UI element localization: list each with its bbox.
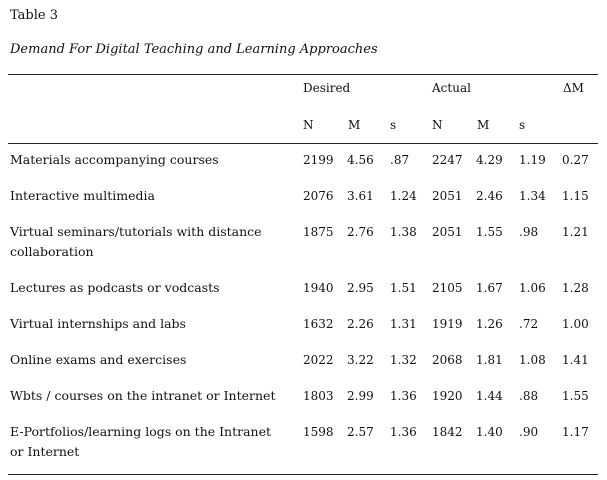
cell-actual-n: 2247 [432, 153, 463, 167]
cell-actual-m: 1.55 [476, 225, 503, 239]
bottom-rule [8, 474, 598, 475]
cell-actual-m: 1.81 [476, 353, 503, 367]
cell-actual-n: 1920 [432, 389, 463, 403]
cell-actual-s: .88 [519, 389, 539, 403]
cell-actual-s: 1.08 [519, 353, 546, 367]
cell-desired-m: 2.26 [347, 317, 374, 331]
header-actual: Actual [432, 81, 471, 95]
cell-desired-s: 1.36 [390, 389, 417, 403]
cell-desired-m: 2.57 [347, 425, 374, 439]
cell-actual-s: .90 [519, 425, 539, 439]
cell-actual-n: 1919 [432, 317, 463, 331]
subheader-desired-s: s [390, 118, 397, 132]
top-rule [8, 74, 598, 75]
header-desired: Desired [303, 81, 351, 95]
cell-actual-n: 2051 [432, 189, 463, 203]
row-label: Wbts / courses on the intranet or Intern… [10, 388, 276, 403]
cell-delta-m: 1.17 [562, 425, 589, 439]
cell-desired-m: 2.99 [347, 389, 374, 403]
cell-desired-n: 2199 [303, 153, 334, 167]
cell-desired-m: 3.61 [347, 189, 374, 203]
row-label: Lectures as podcasts or vodcasts [10, 280, 220, 295]
row-label: Virtual internships and labs [10, 316, 186, 331]
cell-desired-m: 3.22 [347, 353, 374, 367]
subheader-actual-m: M [477, 118, 490, 132]
cell-desired-s: 1.38 [390, 225, 417, 239]
cell-desired-n: 2076 [303, 189, 334, 203]
cell-actual-m: 1.26 [476, 317, 503, 331]
cell-actual-s: .72 [519, 317, 539, 331]
cell-desired-s: 1.31 [390, 317, 417, 331]
cell-actual-s: 1.19 [519, 153, 546, 167]
cell-delta-m: 1.41 [562, 353, 589, 367]
cell-desired-s: 1.32 [390, 353, 417, 367]
table-label: Table 3 [10, 8, 58, 23]
subheader-actual-s: s [519, 118, 526, 132]
cell-actual-m: 1.67 [476, 281, 503, 295]
row-label: Virtual seminars/tutorials with distance… [10, 224, 262, 259]
cell-actual-n: 1842 [432, 425, 463, 439]
cell-desired-n: 1875 [303, 225, 334, 239]
cell-desired-n: 2022 [303, 353, 334, 367]
row-label: Interactive multimedia [10, 188, 155, 203]
cell-delta-m: 1.15 [562, 189, 589, 203]
cell-actual-m: 1.40 [476, 425, 503, 439]
row-label: Materials accompanying courses [10, 152, 219, 167]
cell-actual-m: 2.46 [476, 189, 503, 203]
cell-desired-s: 1.24 [390, 189, 417, 203]
cell-actual-n: 2105 [432, 281, 463, 295]
cell-delta-m: 1.00 [562, 317, 589, 331]
cell-desired-n: 1803 [303, 389, 334, 403]
table-title: Demand For Digital Teaching and Learning… [10, 42, 378, 57]
cell-delta-m: 0.27 [562, 153, 589, 167]
cell-actual-s: 1.34 [519, 189, 546, 203]
header-rule [8, 143, 598, 144]
cell-desired-n: 1940 [303, 281, 334, 295]
cell-desired-s: 1.51 [390, 281, 417, 295]
row-label: Online exams and exercises [10, 352, 187, 367]
cell-delta-m: 1.21 [562, 225, 589, 239]
cell-actual-s: .98 [519, 225, 539, 239]
cell-desired-n: 1598 [303, 425, 334, 439]
subheader-desired-n: N [303, 118, 314, 132]
header-delta-m: ΔM [563, 81, 584, 95]
subheader-desired-m: M [348, 118, 361, 132]
cell-actual-n: 2051 [432, 225, 463, 239]
cell-actual-n: 2068 [432, 353, 463, 367]
cell-actual-s: 1.06 [519, 281, 546, 295]
cell-desired-m: 4.56 [347, 153, 374, 167]
cell-desired-s: 1.36 [390, 425, 417, 439]
cell-actual-m: 1.44 [476, 389, 503, 403]
cell-desired-n: 1632 [303, 317, 334, 331]
cell-desired-s: .87 [390, 153, 410, 167]
cell-actual-m: 4.29 [476, 153, 503, 167]
cell-desired-m: 2.95 [347, 281, 374, 295]
cell-desired-m: 2.76 [347, 225, 374, 239]
row-label: E-Portfolios/learning logs on the Intran… [10, 424, 272, 459]
cell-delta-m: 1.28 [562, 281, 589, 295]
subheader-actual-n: N [432, 118, 443, 132]
cell-delta-m: 1.55 [562, 389, 589, 403]
